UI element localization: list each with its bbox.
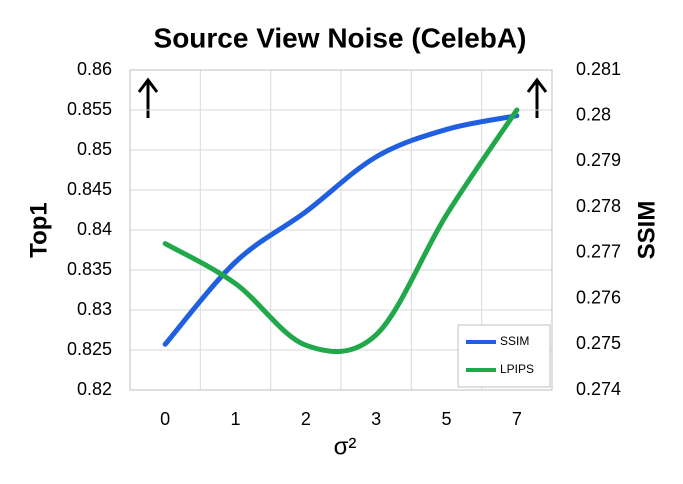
arrow-right	[526, 77, 548, 118]
x-tick-label: 3	[371, 409, 381, 429]
x-axis-label: σ²	[334, 433, 357, 460]
x-tick-label: 5	[441, 409, 451, 429]
series-line	[162, 107, 520, 355]
y2-tick-label: 0.276	[576, 287, 621, 307]
y2-tick-label: 0.28	[576, 104, 611, 124]
y2-tick-label: 0.274	[576, 379, 621, 399]
x-tick-label: 2	[301, 409, 311, 429]
y-tick-label: 0.84	[77, 219, 112, 239]
legend-label: LPIPS	[500, 362, 534, 376]
y2-tick-label: 0.281	[576, 59, 621, 79]
y-tick-label: 0.83	[77, 299, 112, 319]
y-axis-label: Top1	[25, 202, 52, 258]
y2-tick-label: 0.279	[576, 150, 621, 170]
legend-label: SSIM	[500, 334, 529, 348]
chart-title: Source View Noise (CelebA)	[154, 22, 527, 53]
plot-border	[129, 69, 553, 391]
y-tick-label: 0.835	[67, 259, 112, 279]
y-tick-label: 0.82	[77, 379, 112, 399]
arrow-left	[137, 77, 159, 118]
y-tick-label: 0.855	[67, 99, 112, 119]
y-tick-label: 0.86	[77, 59, 112, 79]
x-tick-label: 7	[512, 409, 522, 429]
y2-tick-label: 0.278	[576, 196, 621, 216]
y-tick-label: 0.825	[67, 339, 112, 359]
x-tick-label: 0	[160, 409, 170, 429]
y-tick-label: 0.845	[67, 179, 112, 199]
y2-tick-label: 0.275	[576, 333, 621, 353]
series-line	[162, 113, 520, 347]
y2-axis-label: SSIM	[633, 201, 660, 260]
legend-box	[457, 324, 551, 388]
x-tick-label: 1	[230, 409, 240, 429]
y-tick-label: 0.85	[77, 139, 112, 159]
y2-tick-label: 0.277	[576, 242, 621, 262]
